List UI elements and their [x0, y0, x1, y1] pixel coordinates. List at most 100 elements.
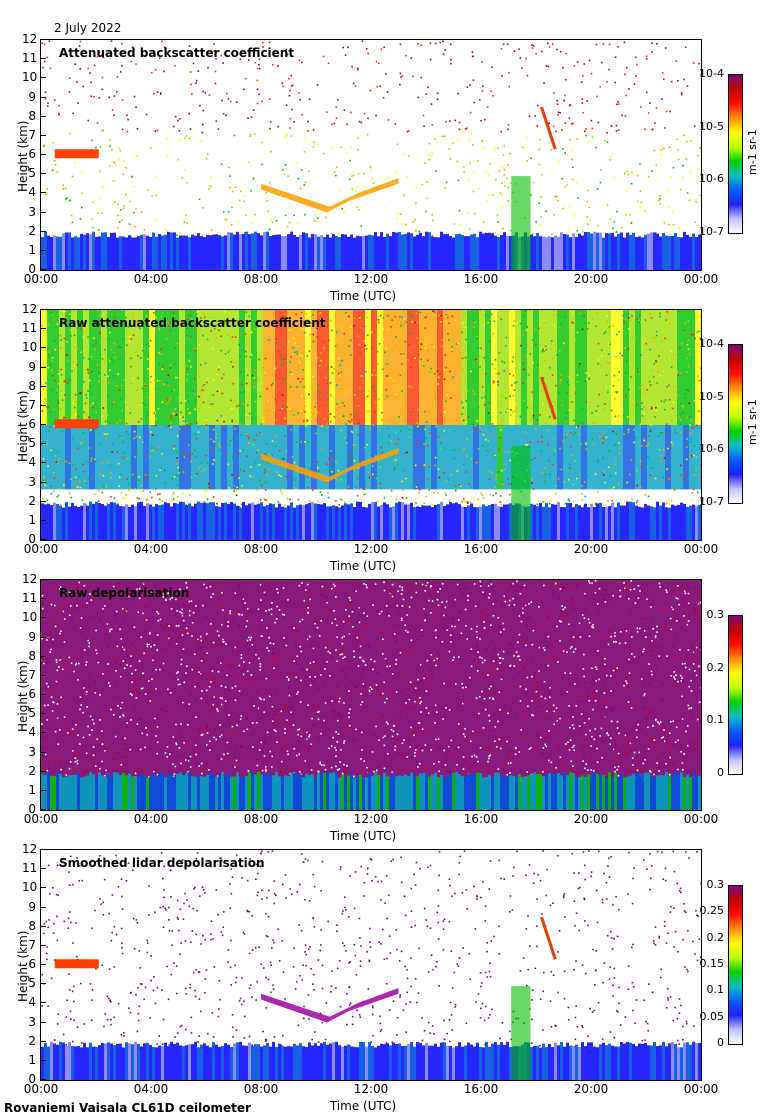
heatmap-speck: [369, 476, 372, 478]
boundary-layer-cell: [635, 237, 638, 270]
heatmap-speck: [424, 343, 427, 345]
x-tick-label: 20:00: [573, 272, 609, 286]
heatmap-speck: [275, 730, 277, 733]
heatmap-speck: [180, 454, 183, 456]
heatmap-cell: [167, 425, 173, 490]
heatmap-speck: [404, 475, 407, 478]
heatmap-speck: [501, 419, 504, 422]
heatmap-speck: [441, 640, 444, 643]
heatmap-speck: [116, 450, 119, 453]
heatmap-speck: [562, 342, 565, 345]
heatmap-speck: [582, 474, 585, 476]
heatmap-speck: [275, 725, 278, 727]
boundary-layer-cell: [221, 236, 224, 270]
boundary-layer-cell: [383, 236, 386, 270]
heatmap-speck: [532, 45, 535, 47]
heatmap-speck: [537, 327, 540, 330]
heatmap-speck: [618, 371, 621, 373]
heatmap-speck: [137, 401, 140, 404]
heatmap-speck: [97, 489, 100, 492]
boundary-layer-cell: [65, 502, 68, 540]
boundary-layer-cell: [236, 232, 239, 270]
heatmap-speck: [334, 171, 336, 174]
heatmap-speck: [509, 459, 512, 462]
heatmap-speck: [217, 368, 220, 371]
heatmap-speck: [226, 219, 228, 221]
heatmap-speck: [609, 630, 611, 633]
heatmap-speck: [154, 424, 157, 427]
heatmap-speck: [315, 429, 317, 431]
heatmap-speck: [286, 133, 288, 135]
heatmap-speck: [612, 669, 615, 672]
heatmap-speck: [189, 411, 191, 414]
heatmap-speck: [89, 429, 91, 432]
heatmap-speck: [302, 668, 305, 671]
heatmap-speck: [74, 63, 77, 65]
heatmap-speck: [42, 389, 45, 391]
heatmap-speck: [108, 381, 110, 384]
heatmap-speck: [156, 752, 158, 755]
boundary-layer-cell: [68, 232, 71, 270]
heatmap-speck: [610, 635, 612, 638]
boundary-layer-cell: [131, 237, 134, 270]
heatmap-speck: [515, 604, 518, 606]
heatmap-speck: [626, 682, 628, 684]
y-tick-mark: [41, 424, 46, 425]
heatmap-speck: [334, 345, 337, 347]
heatmap-speck: [246, 374, 249, 376]
heatmap-speck: [127, 118, 129, 121]
heatmap-speck: [108, 359, 111, 362]
boundary-layer-cell: [272, 504, 275, 540]
heatmap-speck: [559, 381, 561, 384]
heatmap-speck: [513, 409, 516, 412]
heatmap-speck: [43, 43, 46, 46]
heatmap-speck: [259, 395, 262, 398]
heatmap-speck: [46, 406, 48, 408]
heatmap-speck: [150, 447, 153, 449]
heatmap-speck: [400, 617, 403, 620]
heatmap-speck: [655, 231, 657, 234]
heatmap-speck: [692, 732, 694, 734]
heatmap-cell: [227, 425, 233, 490]
heatmap-speck: [536, 503, 539, 506]
heatmap-speck: [512, 411, 514, 414]
heatmap-speck: [631, 330, 634, 332]
heatmap-speck: [553, 92, 555, 94]
heatmap-speck: [463, 171, 465, 173]
heatmap-speck: [528, 115, 531, 118]
heatmap-speck: [600, 169, 602, 171]
heatmap-speck: [338, 372, 340, 375]
heatmap-speck: [382, 368, 384, 371]
heatmap-speck: [574, 460, 576, 462]
heatmap-speck: [436, 651, 439, 654]
heatmap-speck: [298, 361, 301, 364]
heatmap-cell: [119, 310, 125, 425]
heatmap-speck: [368, 646, 371, 648]
heatmap-speck: [310, 645, 312, 647]
heatmap-speck: [683, 681, 686, 683]
heatmap-speck: [481, 657, 483, 659]
heatmap-speck: [99, 146, 102, 148]
heatmap-speck: [226, 381, 229, 384]
heatmap-speck: [283, 505, 286, 507]
heatmap-speck: [68, 614, 71, 617]
heatmap-speck: [363, 582, 365, 585]
heatmap-speck: [76, 364, 79, 366]
heatmap-speck: [151, 755, 154, 758]
heatmap-speck: [453, 457, 456, 460]
heatmap-speck: [209, 429, 212, 431]
heatmap-speck: [441, 345, 443, 348]
heatmap-speck: [555, 485, 557, 487]
heatmap-speck: [349, 159, 351, 162]
heatmap-speck: [294, 324, 297, 327]
heatmap-cell: [89, 310, 95, 425]
heatmap-speck: [76, 587, 78, 589]
heatmap-speck: [614, 398, 616, 400]
heatmap-speck: [257, 449, 260, 451]
heatmap-speck: [612, 387, 615, 389]
heatmap-speck: [149, 431, 152, 433]
heatmap-speck: [73, 406, 76, 409]
boundary-layer-cell: [332, 234, 335, 270]
heatmap-speck: [515, 381, 518, 383]
boundary-layer-cell: [188, 503, 191, 540]
